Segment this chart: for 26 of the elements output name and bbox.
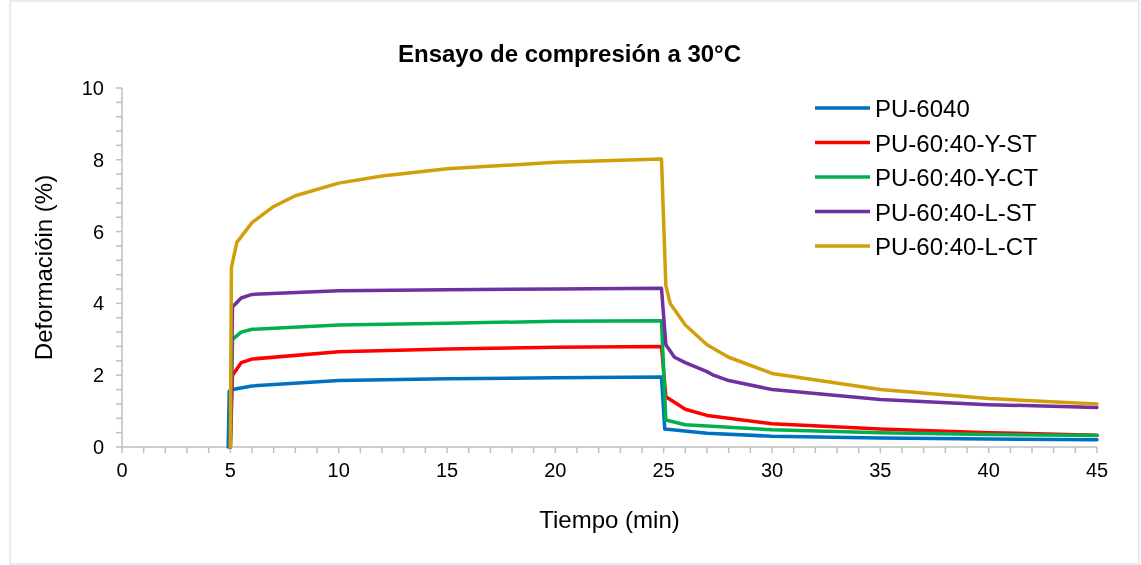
x-tick-label: 0 — [116, 459, 128, 481]
x-axis-title: Tiempo (min) — [539, 506, 680, 533]
x-tick-label: 35 — [869, 459, 892, 481]
x-tick-label: 15 — [435, 459, 459, 481]
y-tick-label: 0 — [92, 436, 104, 458]
legend-label: PU-6040 — [875, 95, 970, 122]
y-tick-label: 2 — [92, 364, 104, 387]
x-tick-label: 45 — [1085, 459, 1109, 481]
y-tick-label: 4 — [92, 292, 104, 315]
x-tick-label: 5 — [224, 459, 236, 481]
legend-label: PU-60:40-L-ST — [875, 198, 1037, 226]
legend-label: PU-60:40-Y-ST — [875, 129, 1038, 157]
x-tick-label: 25 — [652, 459, 675, 481]
x-tick-label: 40 — [977, 459, 1000, 481]
legend-label: PU-60:40-Y-CT — [875, 164, 1039, 191]
line-series — [226, 375, 1099, 449]
y-tick-label: 6 — [92, 220, 104, 243]
line-series — [228, 157, 1099, 449]
y-axis-title: Deformacióin (%) — [30, 174, 57, 361]
x-tick-label: 30 — [760, 459, 784, 481]
x-tick-label: 10 — [327, 459, 350, 481]
y-tick-label: 8 — [92, 148, 104, 171]
legend-label: PU-60:40-L-CT — [875, 233, 1039, 260]
y-tick-label: 10 — [81, 77, 104, 99]
chart-title: Ensayo de compresión a 30°C — [397, 40, 742, 67]
x-tick-label: 20 — [544, 459, 567, 481]
